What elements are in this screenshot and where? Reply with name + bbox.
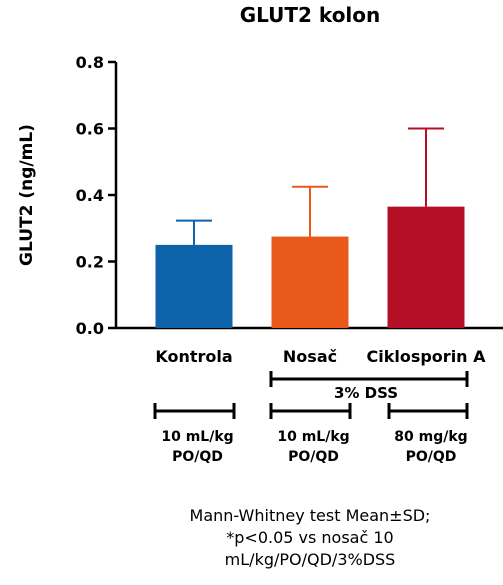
dose-label-line-1: 80 mg/kg (394, 429, 467, 445)
category-label: Ciklosporin A (366, 347, 486, 366)
y-tick-label: 0.2 (76, 253, 104, 272)
dose-brackets: 10 mL/kg PO/QD 10 mL/kg PO/QD 80 mg/kg PO/QD (153, 403, 469, 465)
category-label: Nosač (283, 347, 337, 366)
y-axis-label: GLUT2 (ng/mL) (17, 124, 37, 266)
footnote-line-3: mL/kg/PO/QD/3%DSS (224, 550, 396, 569)
dose-label-line-1: 10 mL/kg (161, 429, 233, 445)
dose-label-line-1: 10 mL/kg (277, 429, 349, 445)
dss-label: 3% DSS (334, 384, 398, 402)
error-bars (176, 127, 444, 245)
category-label: Kontrola (155, 347, 232, 366)
bar (155, 244, 233, 328)
bar (271, 236, 349, 328)
bars (155, 206, 465, 328)
footnote: Mann-Whitney test Mean±SD; *p<0.05 vs no… (60, 505, 503, 571)
dose-label-line-2: PO/QD (288, 449, 339, 465)
y-tick-label: 0.6 (76, 120, 104, 139)
y-axis: 0.0 0.2 0.4 0.6 0.8 (76, 53, 118, 338)
dose-label-line-2: PO/QD (172, 449, 223, 465)
dss-bracket: 3% DSS (269, 371, 469, 402)
y-tick-label: 0.8 (76, 53, 104, 72)
chart-title: GLUT2 kolon (240, 3, 381, 27)
footnote-line-2: *p<0.05 vs nosač 10 (226, 528, 394, 547)
category-labels: Kontrola Nosač Ciklosporin A (155, 347, 486, 366)
y-tick-label: 0.4 (76, 186, 104, 205)
y-tick-label: 0.0 (76, 319, 104, 338)
dose-label-line-2: PO/QD (406, 449, 457, 465)
footnote-line-1: Mann-Whitney test Mean±SD; (189, 506, 431, 525)
bar (387, 206, 465, 328)
